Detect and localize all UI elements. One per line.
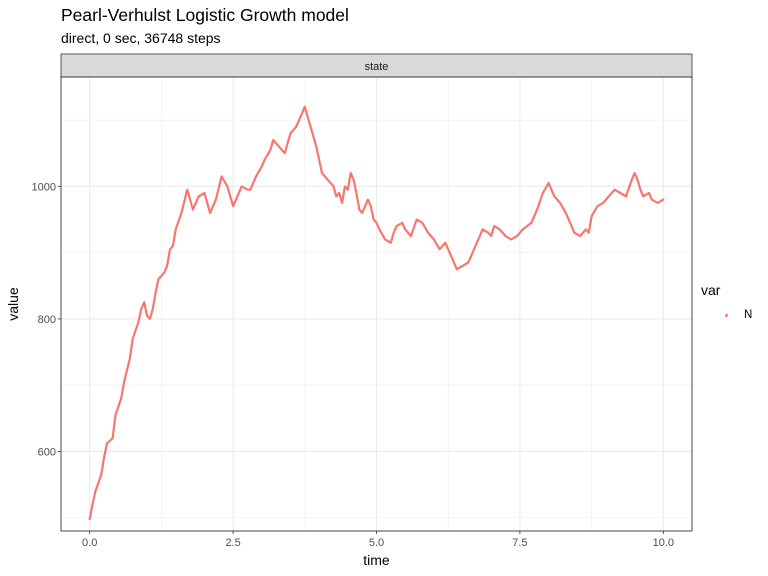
chart-subtitle: direct, 0 sec, 36748 steps — [61, 30, 221, 46]
y-tick-label: 1000 — [32, 181, 56, 193]
y-axis: 600 800 1000 — [32, 181, 61, 458]
x-tick-label: 2.5 — [225, 537, 240, 549]
grid-major — [61, 77, 692, 531]
facet-strip-label: state — [365, 61, 389, 73]
series-line-n — [88, 105, 665, 521]
legend-key-n — [716, 305, 736, 325]
y-tick-label: 800 — [38, 314, 56, 326]
x-tick-label: 5.0 — [369, 537, 384, 549]
chart-title: Pearl-Verhulst Logistic Growth model — [61, 5, 349, 25]
legend-swatch — [725, 314, 728, 317]
x-tick-label: 10.0 — [653, 537, 674, 549]
series-layer — [88, 105, 665, 521]
y-tick-label: 600 — [38, 446, 56, 458]
x-axis: 0.0 2.5 5.0 7.5 10.0 — [82, 531, 674, 549]
x-tick-label: 7.5 — [512, 537, 527, 549]
x-tick-label: 0.0 — [82, 537, 97, 549]
x-axis-title: time — [363, 552, 390, 568]
y-axis-title: value — [5, 287, 21, 321]
legend-label-n: N — [744, 309, 753, 321]
legend-title: var — [701, 282, 721, 298]
